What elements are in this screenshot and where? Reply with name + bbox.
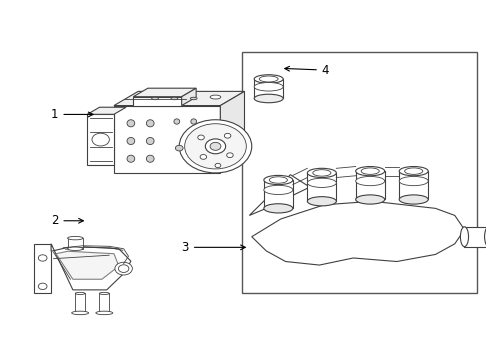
Circle shape — [179, 120, 251, 173]
Ellipse shape — [361, 168, 379, 174]
Ellipse shape — [99, 292, 109, 294]
Ellipse shape — [307, 197, 336, 206]
Circle shape — [215, 163, 221, 168]
Ellipse shape — [146, 138, 154, 145]
Polygon shape — [133, 97, 181, 105]
Ellipse shape — [190, 119, 196, 124]
Ellipse shape — [127, 120, 135, 127]
Ellipse shape — [307, 168, 336, 177]
Text: 4: 4 — [284, 64, 329, 77]
Bar — [307, 173, 336, 201]
Bar — [355, 171, 384, 199]
Bar — [398, 171, 427, 199]
Ellipse shape — [67, 237, 83, 240]
Ellipse shape — [307, 178, 336, 188]
Ellipse shape — [72, 311, 88, 315]
Ellipse shape — [259, 76, 278, 82]
Ellipse shape — [486, 230, 488, 243]
Polygon shape — [87, 114, 114, 165]
Polygon shape — [114, 91, 244, 105]
Circle shape — [224, 133, 230, 138]
Ellipse shape — [210, 95, 221, 99]
Ellipse shape — [312, 170, 330, 176]
Bar — [464, 227, 488, 247]
Ellipse shape — [460, 227, 468, 247]
Circle shape — [175, 145, 183, 151]
Circle shape — [192, 145, 200, 151]
Polygon shape — [51, 244, 131, 290]
Ellipse shape — [127, 155, 135, 162]
Circle shape — [205, 139, 225, 154]
Ellipse shape — [67, 247, 83, 251]
Ellipse shape — [264, 204, 292, 213]
Circle shape — [200, 154, 206, 159]
Ellipse shape — [254, 82, 283, 91]
Polygon shape — [114, 105, 220, 173]
Ellipse shape — [254, 94, 283, 103]
Ellipse shape — [75, 312, 85, 314]
Ellipse shape — [254, 75, 283, 83]
Circle shape — [38, 283, 47, 289]
Ellipse shape — [398, 167, 427, 176]
Bar — [99, 293, 109, 313]
Text: 3: 3 — [181, 241, 245, 254]
Circle shape — [115, 262, 132, 275]
Polygon shape — [133, 88, 196, 97]
Circle shape — [184, 124, 246, 169]
Ellipse shape — [355, 167, 384, 176]
Bar — [254, 79, 283, 99]
Bar — [67, 238, 83, 249]
Ellipse shape — [96, 311, 113, 315]
Circle shape — [118, 265, 129, 273]
Ellipse shape — [75, 292, 85, 294]
Ellipse shape — [174, 119, 180, 124]
Ellipse shape — [151, 97, 158, 100]
Ellipse shape — [146, 120, 154, 127]
Bar — [264, 180, 292, 208]
Ellipse shape — [171, 97, 178, 100]
Ellipse shape — [484, 227, 488, 247]
Ellipse shape — [355, 195, 384, 204]
Circle shape — [38, 255, 47, 261]
Polygon shape — [249, 175, 309, 215]
Circle shape — [210, 142, 221, 150]
Ellipse shape — [127, 138, 135, 145]
Ellipse shape — [264, 185, 292, 194]
Bar — [242, 53, 476, 293]
Text: 2: 2 — [51, 214, 83, 227]
Text: 1: 1 — [51, 108, 93, 121]
Ellipse shape — [264, 175, 292, 185]
Circle shape — [197, 135, 204, 140]
Polygon shape — [220, 91, 244, 173]
Bar — [75, 293, 85, 313]
Polygon shape — [87, 107, 126, 114]
Polygon shape — [181, 88, 196, 105]
Polygon shape — [56, 251, 119, 279]
Ellipse shape — [99, 312, 109, 314]
Ellipse shape — [404, 168, 422, 174]
Polygon shape — [251, 201, 464, 265]
Ellipse shape — [146, 155, 154, 162]
Ellipse shape — [398, 195, 427, 204]
Circle shape — [226, 153, 233, 158]
Ellipse shape — [398, 176, 427, 186]
Ellipse shape — [269, 177, 287, 183]
Polygon shape — [34, 244, 51, 293]
Circle shape — [92, 133, 109, 146]
Ellipse shape — [355, 176, 384, 186]
Ellipse shape — [190, 97, 197, 100]
